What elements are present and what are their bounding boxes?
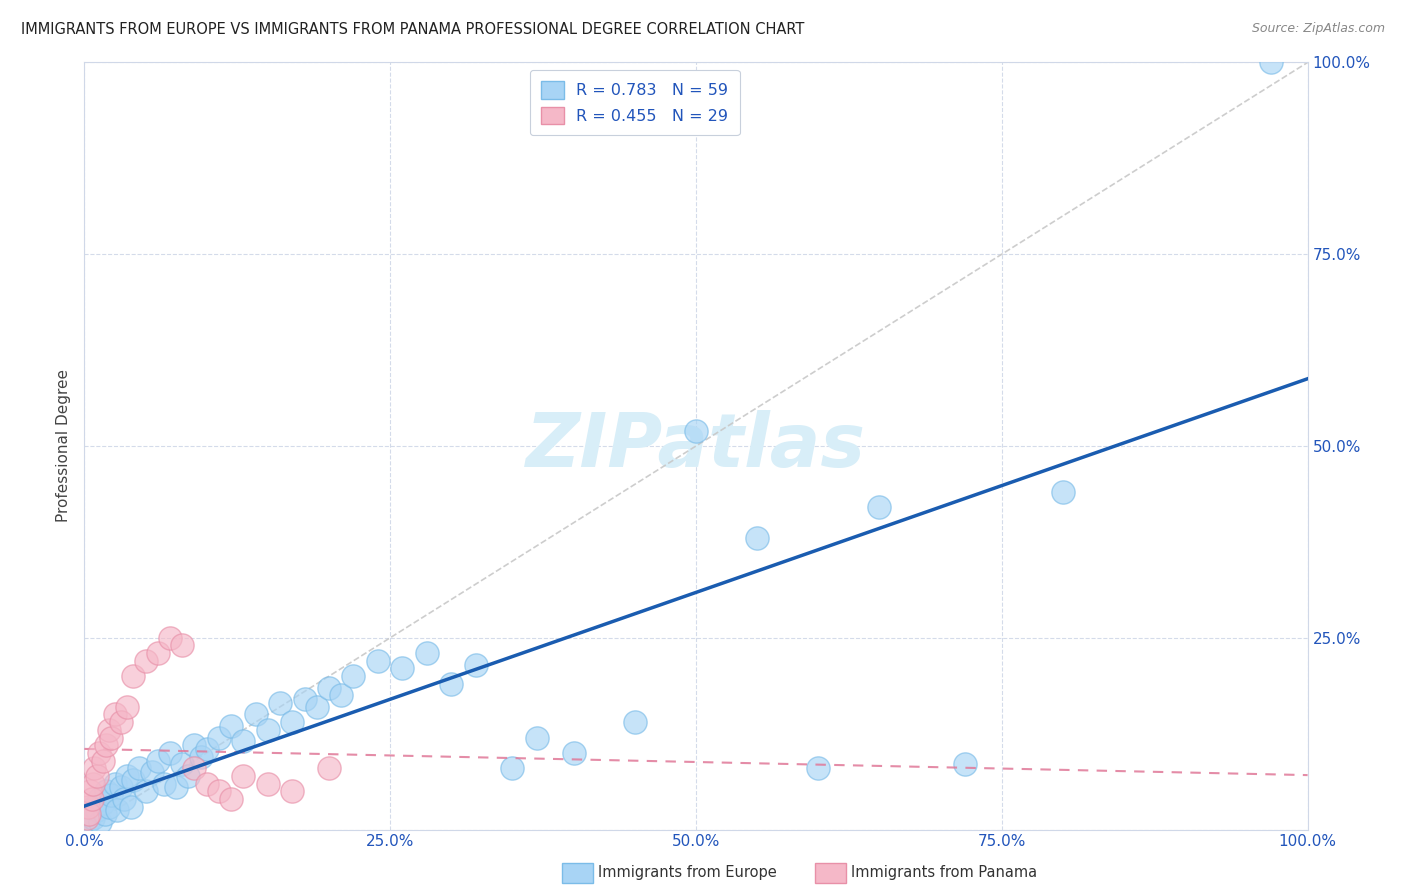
Point [122,669,145,683]
Point [869,500,891,515]
Point [159,746,181,760]
Point [624,715,647,730]
Point [177,769,200,783]
Point [747,531,769,545]
Point [141,765,163,780]
Point [120,799,142,814]
Point [208,784,231,798]
Point [79,784,101,798]
Point [135,654,157,668]
Point [1260,55,1282,70]
Point [807,761,830,775]
Point [367,654,389,668]
Point [219,719,242,733]
Point [172,639,194,653]
Point [110,780,132,795]
Point [281,715,304,730]
Point [82,776,104,790]
Point [135,784,157,798]
Point [146,754,169,768]
Point [294,692,316,706]
Point [110,715,132,730]
Point [76,811,98,825]
Point [318,681,340,695]
Point [87,792,110,806]
Point [330,689,353,703]
Point [104,776,127,790]
Point [122,772,145,787]
Point [105,804,128,818]
Point [464,657,486,672]
Point [97,799,120,814]
Point [86,804,108,818]
Point [112,792,135,806]
Point [183,738,205,752]
Point [96,738,118,752]
Point [440,677,463,691]
Point [245,707,267,722]
Point [305,699,328,714]
Point [269,696,291,710]
Point [91,754,114,768]
Legend: R = 0.783   N = 59, R = 0.455   N = 29: R = 0.783 N = 59, R = 0.455 N = 29 [530,70,740,136]
Point [257,723,280,737]
Point [100,731,122,745]
Point [195,742,218,756]
Point [208,731,231,745]
Text: Immigrants from Panama: Immigrants from Panama [851,865,1036,880]
Point [115,769,138,783]
Point [257,776,280,790]
Point [96,784,118,798]
Point [190,749,212,764]
Point [83,799,105,814]
Point [281,784,304,798]
Point [391,661,413,675]
Point [128,761,150,775]
Point [86,769,108,783]
Point [232,734,254,748]
Point [318,761,340,775]
Point [83,761,105,775]
Point [342,669,364,683]
Point [77,807,100,822]
Text: ZIPatlas: ZIPatlas [526,409,866,483]
Point [172,757,194,772]
Text: IMMIGRANTS FROM EUROPE VS IMMIGRANTS FROM PANAMA PROFESSIONAL DEGREE CORRELATION: IMMIGRANTS FROM EUROPE VS IMMIGRANTS FRO… [21,22,804,37]
Point [91,796,114,810]
Point [416,646,439,660]
Point [77,814,100,829]
Point [89,814,111,829]
Point [685,424,707,438]
Point [146,646,169,660]
Point [79,807,101,822]
Point [115,699,138,714]
Point [80,792,103,806]
Point [526,731,548,745]
Point [153,776,176,790]
Point [77,799,100,814]
Point [87,746,110,760]
Point [562,746,585,760]
Point [183,761,205,775]
Point [94,807,117,822]
Point [953,757,976,772]
Text: Source: ZipAtlas.com: Source: ZipAtlas.com [1251,22,1385,36]
Point [219,792,242,806]
Point [1052,485,1074,500]
Point [165,780,187,795]
Point [502,761,524,775]
Point [104,707,127,722]
Point [195,776,218,790]
Y-axis label: Professional Degree: Professional Degree [56,369,72,523]
Point [159,631,181,645]
Point [82,811,104,825]
Point [100,788,122,802]
Point [232,769,254,783]
Point [97,723,120,737]
Text: Immigrants from Europe: Immigrants from Europe [598,865,776,880]
